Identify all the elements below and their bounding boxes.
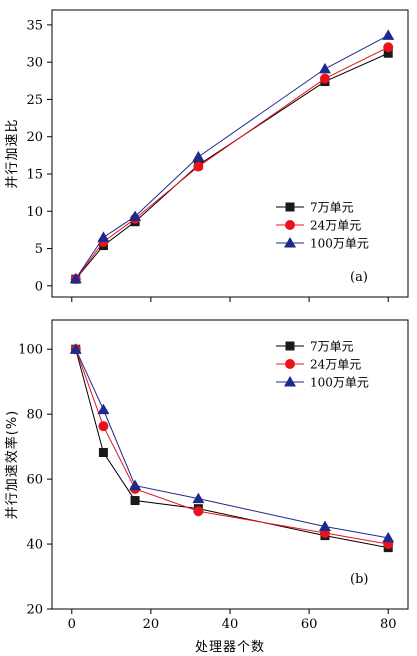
legend-marker [285, 220, 295, 230]
legend-label: 24万单元 [310, 358, 361, 372]
data-point [192, 492, 205, 504]
data-point [130, 496, 140, 506]
y-tick-label: 40 [26, 538, 43, 553]
y-tick-label: 25 [26, 93, 43, 108]
legend-label: 7万单元 [310, 340, 354, 354]
legend-marker [285, 359, 295, 369]
series-2 [69, 29, 395, 284]
legend-marker [284, 237, 296, 248]
x-tick-label: 60 [301, 617, 318, 632]
y-axis-title: 并行加速比 [5, 118, 20, 188]
y-axis-title: 并行加速效率(%) [4, 410, 20, 520]
series-line [75, 52, 389, 280]
legend-label: 100万单元 [310, 237, 369, 251]
data-point [193, 506, 204, 517]
series-line [75, 46, 389, 280]
y-tick-label: 20 [26, 603, 43, 618]
x-tick-label: 0 [68, 617, 76, 632]
y-tick-label: 80 [26, 408, 43, 423]
x-tick-label: 40 [222, 617, 239, 632]
data-point [129, 210, 142, 221]
legend-marker [285, 202, 295, 212]
series-line [75, 34, 389, 280]
data-point [318, 520, 331, 532]
y-tick-label: 60 [26, 473, 43, 488]
legend-label: 7万单元 [310, 201, 354, 215]
data-point [383, 42, 394, 53]
chart-panel-b: 0 20 40 60 80 20 40 60 80 100 并行加速效率(%) 处理器个数 7万单元 24… [4, 319, 409, 655]
data-point [129, 479, 142, 491]
legend: 7万单元 24万单元 100万单元 [276, 340, 369, 390]
data-point [382, 29, 395, 40]
legend-marker [284, 376, 296, 387]
y-tick-label: 100 [18, 343, 43, 358]
data-point [69, 343, 82, 354]
data-point [383, 48, 393, 58]
y-tick-label: 5 [35, 242, 43, 257]
legend-marker [285, 341, 295, 351]
y-tick-label: 10 [26, 205, 43, 220]
series-2 [69, 343, 395, 543]
y-tick-label: 15 [26, 168, 43, 183]
data-point [193, 161, 204, 172]
y-tick-label: 30 [26, 56, 43, 71]
y-tick-label: 0 [35, 279, 43, 294]
series-line [75, 349, 389, 549]
y-tick-label: 35 [26, 18, 43, 33]
data-point [98, 421, 109, 432]
legend-label: 24万单元 [310, 219, 361, 233]
data-point [98, 447, 108, 457]
panel-label: (a) [350, 270, 368, 285]
data-point [382, 531, 395, 543]
series-line [75, 349, 389, 539]
y-tick-label: 20 [26, 130, 43, 145]
panel-label: (b) [350, 572, 368, 587]
legend-label: 100万单元 [310, 376, 369, 390]
x-tick-label: 20 [143, 617, 160, 632]
legend: 7万单元 24万单元 100万单元 [276, 201, 369, 251]
data-point [318, 62, 331, 74]
x-tick-label: 80 [380, 617, 397, 632]
data-point [97, 231, 110, 242]
data-point [192, 150, 205, 162]
x-axis-title: 处理器个数 [195, 640, 265, 655]
chart-panel-a: 0 5 10 15 20 25 30 35 并行加速比 7万单元 24万单元 100万单元 (a) [5, 9, 409, 302]
data-point [69, 272, 82, 284]
data-point [319, 73, 330, 84]
data-point [97, 403, 110, 415]
